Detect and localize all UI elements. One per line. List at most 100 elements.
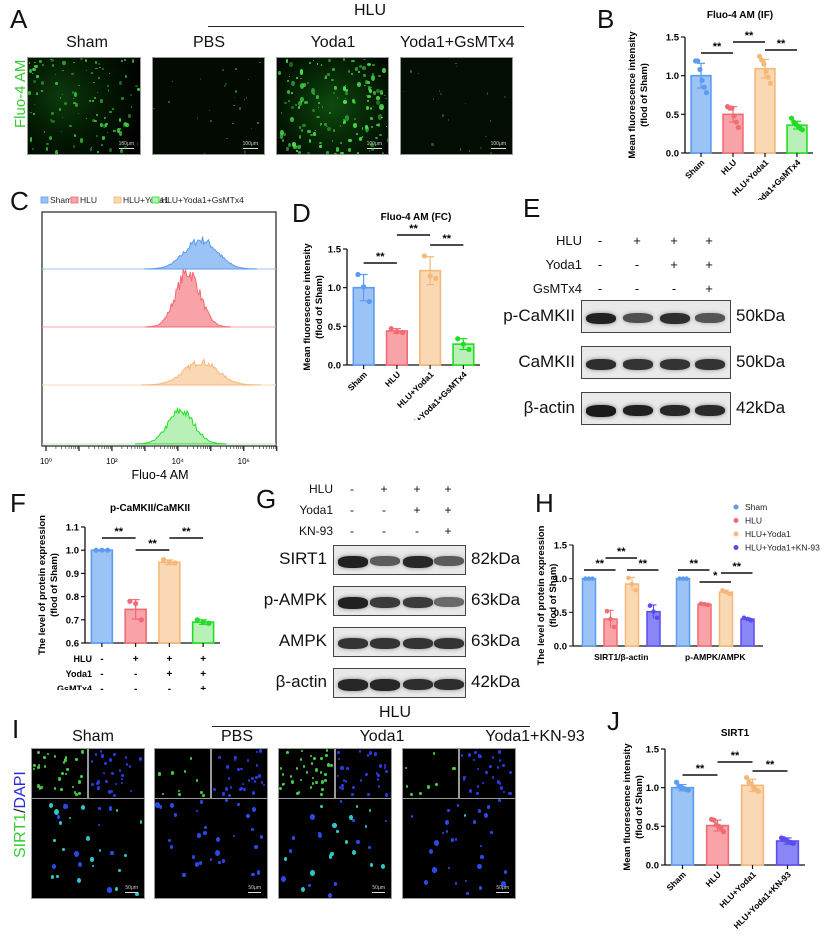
histogram-1	[145, 268, 231, 328]
legend-swatch	[151, 196, 160, 204]
micrograph-sirt1-2	[278, 748, 335, 799]
data-point	[723, 589, 729, 595]
condition-label: HLU	[555, 233, 582, 248]
blot-kda: 82kDa	[471, 549, 521, 568]
data-point	[677, 576, 682, 581]
y-tick-label: 0.6	[66, 639, 79, 650]
legend-entry: Sham	[50, 195, 72, 205]
legend-marker	[733, 545, 739, 550]
data-point	[720, 588, 725, 593]
condition-sign: -	[597, 281, 603, 296]
significance-marker: **	[638, 558, 647, 570]
blot-label: β-actin	[275, 672, 327, 691]
data-point	[361, 284, 367, 290]
bar	[675, 577, 691, 647]
data-point	[626, 575, 631, 581]
y-tick-label: 0.0	[554, 642, 567, 653]
panel-j-letter: J	[607, 706, 620, 736]
x-tick-label: 10⁰	[40, 457, 52, 466]
condition-sign: +	[705, 233, 713, 248]
condition-sign: +	[413, 482, 421, 496]
data-point	[604, 608, 610, 614]
y-tick-label: 0.7	[66, 615, 79, 626]
data-point	[651, 609, 656, 614]
data-point	[720, 829, 727, 835]
data-point	[166, 559, 172, 565]
legend-swatch	[113, 196, 122, 204]
condition-sign: +	[705, 281, 713, 296]
significance-marker: **	[148, 538, 157, 550]
data-point	[133, 600, 139, 607]
condition-sign: +	[200, 669, 206, 680]
data-point	[200, 619, 206, 625]
blot-kda: 63kDa	[471, 631, 521, 650]
condition-sign: -	[597, 233, 603, 248]
micrograph-sirt1-1	[154, 748, 211, 799]
bar	[385, 330, 408, 366]
data-point	[695, 58, 701, 64]
chart-d-fluo4-fc: Fluo-4 AM (FC) Mean fluorescence intensit…	[302, 212, 480, 420]
y-tick-label: 1.5	[646, 745, 660, 756]
x-tick-label: p-AMPK/AMPK	[685, 652, 746, 662]
panel-i-hlu-line	[212, 726, 530, 727]
panel-d-letter: D	[292, 198, 311, 228]
data-point	[388, 326, 394, 332]
legend-entry: HLU+Yoda1+KN-93	[745, 543, 820, 553]
chart-title: Fluo-4 AM (IF)	[707, 10, 773, 21]
x-tick-label: HLU	[383, 369, 402, 388]
condition-sign: -	[634, 281, 640, 296]
data-point	[138, 617, 144, 623]
micrograph-pbs-fluo4: 100μm	[152, 57, 265, 155]
legend-marker	[733, 531, 739, 537]
blot-kda: 50kDa	[736, 351, 786, 371]
y-tick-label: 1.0	[646, 783, 659, 794]
data-point	[705, 602, 711, 608]
y-tick-label: 1.0	[328, 283, 341, 294]
x-tick-label: 10²	[106, 457, 118, 466]
blot-image-2	[581, 392, 731, 425]
condition-label: GsMTx4	[532, 281, 582, 296]
y-tick-label: 0.5	[554, 608, 568, 619]
x-tick-label: Sham	[683, 157, 707, 181]
data-point	[394, 329, 400, 335]
data-point	[355, 271, 361, 278]
significance-marker: **	[114, 526, 123, 538]
significance-marker: **	[766, 759, 775, 771]
data-point	[93, 547, 99, 553]
bar	[158, 561, 181, 644]
legend-entry: HLU	[80, 195, 97, 205]
data-point	[698, 601, 704, 606]
chart-b-fluo4-if: Fluo-4 AM (IF) Mean fluorescence intensit…	[627, 10, 813, 200]
condition-sign: +	[200, 654, 206, 665]
blot-image-0	[333, 545, 466, 575]
y-tick-label: 0.9	[66, 569, 79, 580]
significance-marker: **	[745, 30, 754, 42]
y-tick-label: 1.0	[666, 71, 679, 82]
legend-marker	[733, 504, 739, 510]
condition-label: KN-93	[298, 524, 333, 538]
significance-marker: **	[182, 526, 191, 538]
data-point	[761, 61, 767, 67]
significance-marker: **	[777, 38, 786, 50]
data-point	[590, 576, 595, 581]
data-point	[788, 115, 795, 121]
data-point	[206, 620, 212, 626]
chart-title: p-CaMKII/CaMKII	[110, 503, 190, 514]
condition-sign: +	[200, 684, 206, 690]
condition-sign: -	[671, 281, 677, 296]
y-tick-label: 0.5	[328, 322, 342, 333]
condition-sign: +	[444, 524, 452, 538]
histogram-2	[141, 357, 261, 386]
bar	[718, 591, 734, 647]
panel-i-hlu-header: HLU	[378, 704, 411, 721]
x-tick-label: Sham	[346, 369, 370, 393]
y-axis-label: Mean fluorescence intensity(flod of Sham…	[302, 243, 325, 371]
y-tick-label: 1.1	[66, 523, 80, 534]
data-point	[767, 80, 774, 86]
legend-swatch	[70, 196, 79, 204]
condition-sign: +	[705, 257, 713, 272]
data-point	[647, 603, 653, 608]
bar	[670, 786, 695, 866]
y-tick-label: 1.0	[66, 546, 79, 557]
data-point	[697, 66, 703, 73]
